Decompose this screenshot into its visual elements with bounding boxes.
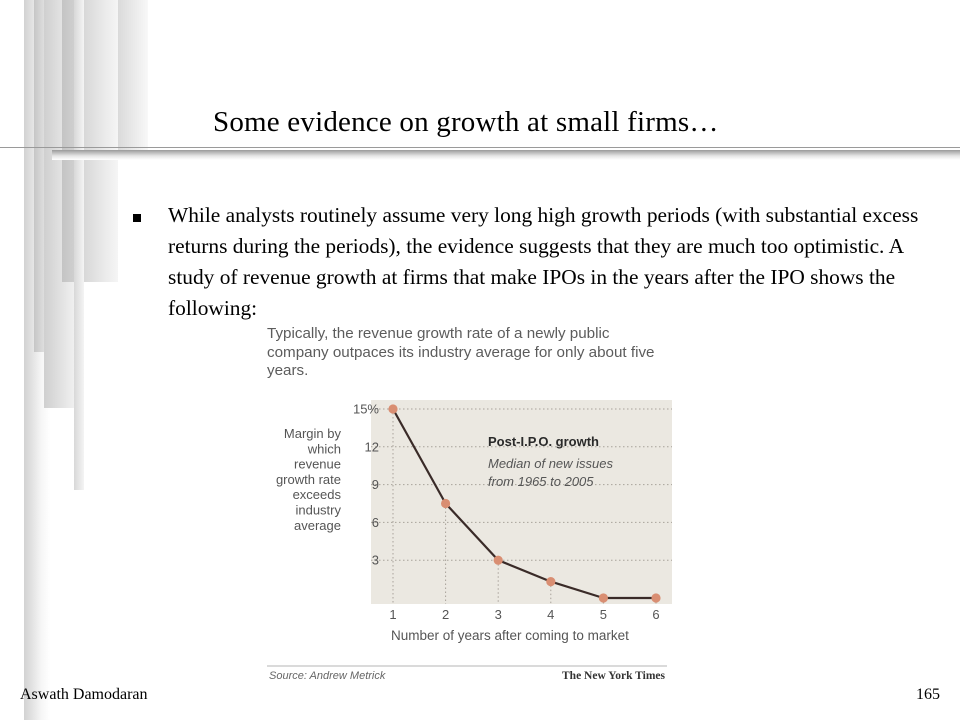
y-axis-label-line: Margin by xyxy=(284,426,342,441)
title-divider xyxy=(0,147,960,148)
inset-subtitle-line-1: Median of new issues xyxy=(488,456,614,471)
figure-caption: Typically, the revenue growth rate of a … xyxy=(267,325,655,379)
x-tick-label: 2 xyxy=(442,607,449,622)
y-axis-label-line: exceeds xyxy=(293,487,342,502)
title-divider-shadow xyxy=(52,150,960,160)
bullet-marker xyxy=(133,214,141,222)
decor-bar xyxy=(118,0,148,160)
y-tick-label: 15% xyxy=(353,402,379,417)
post-ipo-growth-figure: Typically, the revenue growth rate of a … xyxy=(262,320,672,692)
y-axis-label-line: industry xyxy=(295,503,341,518)
footer-author: Aswath Damodaran xyxy=(20,686,148,703)
slide-title: Some evidence on growth at small firms… xyxy=(213,106,719,138)
x-tick-label: 3 xyxy=(495,607,502,622)
y-tick-label: 3 xyxy=(372,553,379,568)
inset-subtitle-line-2: from 1965 to 2005 xyxy=(488,474,594,489)
y-tick-label: 9 xyxy=(372,477,379,492)
y-axis-label-line: revenue xyxy=(294,457,341,472)
x-tick-labels: 1 2 3 4 5 6 xyxy=(389,607,659,622)
series-line xyxy=(392,408,656,600)
data-point xyxy=(388,404,398,414)
publisher-credit: The New York Times xyxy=(562,670,665,682)
x-axis-label: Number of years after coming to market xyxy=(391,628,629,643)
x-tick-label: 6 xyxy=(652,607,659,622)
decor-bar xyxy=(74,0,84,490)
x-tick-label: 4 xyxy=(547,607,554,622)
y-tick-label: 12 xyxy=(365,439,379,454)
y-tick-label: 6 xyxy=(372,515,379,530)
plot-background xyxy=(371,400,672,604)
inset-title: Post-I.P.O. growth xyxy=(488,434,599,449)
data-point xyxy=(493,555,503,565)
data-point xyxy=(598,593,608,603)
y-axis-label-line: growth rate xyxy=(276,472,341,487)
source-credit: Source: Andrew Metrick xyxy=(269,670,386,682)
data-point xyxy=(441,498,451,509)
decor-bar xyxy=(62,0,118,282)
footer-page-number: 165 xyxy=(916,686,940,703)
y-tick-labels: 3 6 9 12 15% xyxy=(353,402,379,568)
x-tick-label: 5 xyxy=(600,607,607,622)
y-axis-label-line: average xyxy=(294,518,341,533)
x-tick-label: 1 xyxy=(389,607,396,622)
data-point xyxy=(546,577,556,587)
bullet-text: While analysts routinely assume very lon… xyxy=(168,203,919,320)
series-growth xyxy=(388,404,661,603)
data-point xyxy=(651,593,661,603)
y-axis-label-line: which xyxy=(307,441,341,456)
